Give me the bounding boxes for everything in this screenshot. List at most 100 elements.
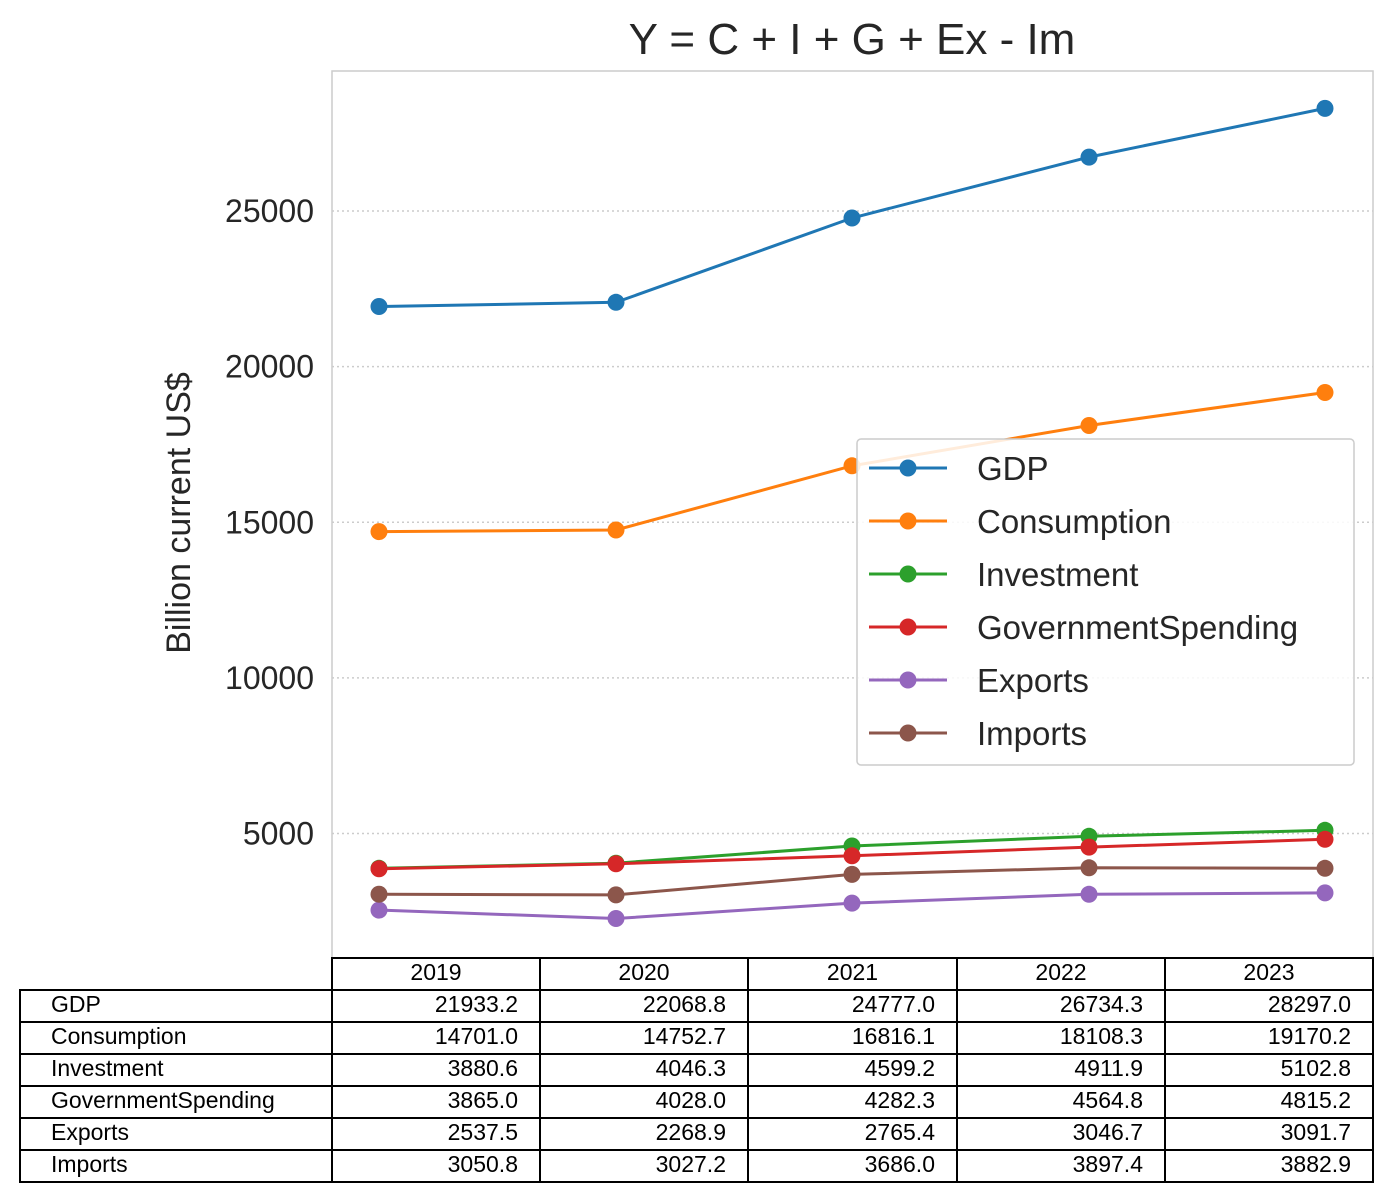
data-point [1080,838,1098,856]
data-point [607,910,625,927]
table-cell-value: 4028.0 [656,1087,726,1113]
legend-marker [899,724,917,742]
data-point [843,865,861,883]
table-cell-value: 22068.8 [643,991,726,1017]
data-point [607,521,625,539]
table-cell-value: 26734.3 [1060,991,1143,1017]
legend-item: GovernmentSpending [869,609,1298,646]
legend-label: GDP [977,450,1049,487]
data-point [370,860,388,878]
legend-label: GovernmentSpending [977,609,1298,646]
legend-label: Investment [977,556,1138,593]
table-row: Exports 2537.5 2268.9 2765.4 3046.7 3091.7 [19,1117,1374,1151]
table-cell-value: 14752.7 [643,1023,726,1049]
data-point [607,293,625,311]
chart-title: Y = C + I + G + Ex - Im [629,15,1076,64]
table-cell-value: 3880.6 [448,1055,518,1081]
legend-marker [899,618,917,636]
table-row: GDP 21933.2 22068.8 24777.0 26734.3 28297.0 [19,989,1374,1023]
legend-item: Imports [869,715,1087,752]
table-cell-value: 4564.8 [1073,1087,1143,1113]
y-tick-label: 25000 [225,193,314,229]
table-row: Consumption 14701.0 14752.7 16816.1 18108.3 1… [19,1021,1374,1055]
legend-marker [899,565,917,583]
table-row-label: Imports [51,1151,128,1177]
table-column-header: 2019 [410,959,461,985]
table-cell-value: 28297.0 [1268,991,1351,1017]
series-lines [370,99,1334,927]
table-column-header: 2023 [1243,959,1294,985]
table-cell-value: 14701.0 [435,1023,518,1049]
table-cell-value: 4599.2 [865,1055,935,1081]
y-tick-label: 10000 [225,660,314,696]
data-point [370,885,388,903]
legend-item: Investment [869,556,1138,593]
data-point [1080,417,1098,434]
table-row: Imports 3050.8 3027.2 3686.0 3897.4 3882.9 [19,1149,1374,1183]
series-Exports [370,884,1334,927]
legend-marker [899,459,917,477]
data-point [843,847,861,865]
table-cell-value: 3882.9 [1281,1151,1351,1177]
table-row: GovernmentSpending 3865.0 4028.0 4282.3 4564… [19,1085,1374,1119]
table-row-label: Exports [51,1119,129,1145]
table-cell-value: 21933.2 [435,991,518,1017]
table-cell-value: 4911.9 [1074,1055,1143,1081]
table-column-header: 2020 [618,959,669,985]
table-row-label: GDP [51,991,101,1017]
table-cell-value: 19170.2 [1268,1023,1351,1049]
table-row-label: Consumption [51,1023,187,1049]
data-table: 2019 2020 2021 2022 2023 GDP 21933.2 22068.8 247… [19,957,1374,1183]
table-row-label: Investment [51,1055,164,1081]
legend-marker [899,671,917,689]
table-cell-value: 3897.4 [1073,1151,1144,1177]
series-GovernmentSpending [370,830,1334,878]
data-point [607,855,625,873]
data-point [1316,884,1334,902]
data-point [1316,830,1334,848]
table-cell-value: 3091.7 [1281,1119,1351,1145]
table-cell-value: 3050.8 [448,1151,518,1177]
legend-label: Imports [977,715,1087,752]
table-row-label: GovernmentSpending [51,1087,275,1113]
table-cell-value: 3046.7 [1073,1119,1143,1145]
data-point [370,298,388,315]
table-column-header: 2021 [827,959,878,985]
data-point [1316,859,1334,877]
table-cell-value: 4282.3 [865,1087,935,1113]
table-row: Investment 3880.6 4046.3 4599.2 4911.9 5102.8 [19,1053,1374,1087]
legend-item: GDP [869,450,1049,487]
legend-item: Consumption [869,503,1171,540]
legend-frame [856,438,1355,766]
data-point [1316,99,1334,117]
table-cell-value: 2537.5 [448,1119,518,1145]
data-point [370,901,388,919]
table-cell-value: 18108.3 [1060,1023,1143,1049]
table-cell-value: 3686.0 [865,1151,935,1177]
data-point [1080,885,1098,903]
table-cell-value: 16816.1 [852,1023,935,1049]
series-GDP [370,99,1334,315]
table-cell-value: 5102.8 [1281,1055,1351,1081]
table-cell-value: 3865.0 [448,1087,518,1113]
y-axis-label: Billion current US$ [160,372,198,654]
data-point [1316,384,1334,401]
legend-item: Exports [869,662,1089,699]
table-cell-value: 24777.0 [852,991,935,1017]
table-cell [1164,1149,1374,1183]
legend-marker [899,512,917,530]
series-Imports [370,859,1334,904]
table-cell-value: 4815.2 [1281,1087,1351,1113]
data-point [843,209,861,227]
data-point [370,523,388,541]
y-axis-ticks: 5000 10000 15000 20000 25000 [225,193,314,851]
data-point [1080,859,1098,877]
legend: GDP Consumption Investment GovernmentSpendi… [856,438,1355,766]
table-cell-value: 4046.3 [656,1055,726,1081]
legend-label: Exports [977,662,1089,699]
y-tick-label: 20000 [225,349,314,385]
table-column-header: 2022 [1035,959,1086,985]
y-tick-label: 5000 [243,816,314,852]
data-point [607,886,625,904]
